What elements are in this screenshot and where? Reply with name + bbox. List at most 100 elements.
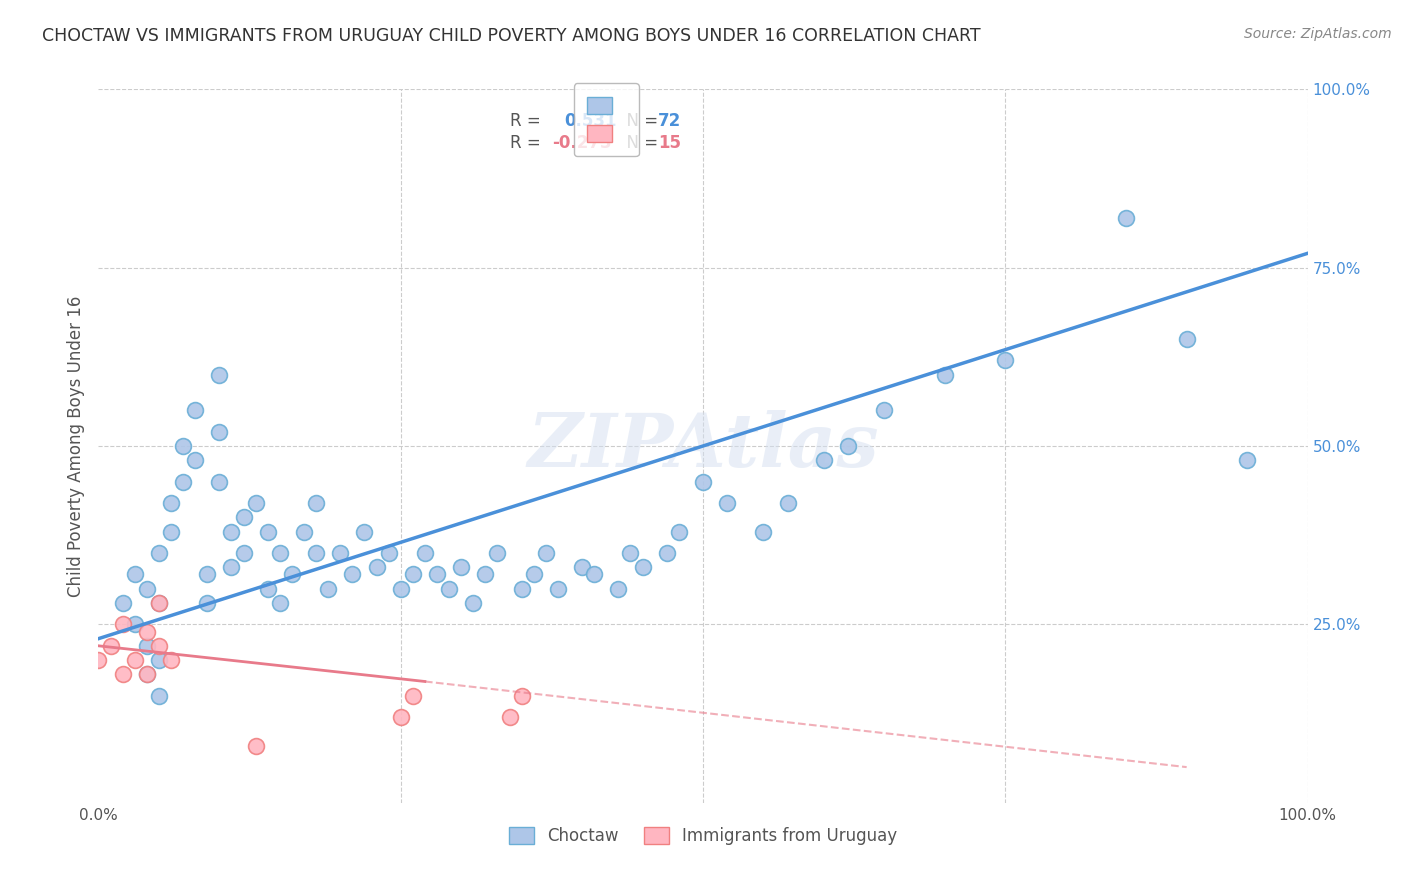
Point bbox=[366, 560, 388, 574]
Point bbox=[111, 617, 134, 632]
Point bbox=[534, 546, 557, 560]
Point bbox=[523, 567, 546, 582]
Point bbox=[135, 639, 157, 653]
Point bbox=[245, 496, 267, 510]
Point bbox=[463, 596, 485, 610]
Point bbox=[232, 510, 254, 524]
Text: 15: 15 bbox=[658, 134, 682, 152]
Point bbox=[269, 596, 291, 610]
Point bbox=[1236, 453, 1258, 467]
Point bbox=[148, 689, 170, 703]
Point bbox=[813, 453, 835, 467]
Point bbox=[389, 710, 412, 724]
Point bbox=[413, 546, 436, 560]
Point bbox=[547, 582, 569, 596]
Point bbox=[692, 475, 714, 489]
Point bbox=[111, 596, 134, 610]
Point bbox=[426, 567, 449, 582]
Point bbox=[776, 496, 799, 510]
Point bbox=[498, 710, 520, 724]
Point bbox=[232, 546, 254, 560]
Point bbox=[184, 453, 207, 467]
Point bbox=[135, 667, 157, 681]
Point bbox=[245, 739, 267, 753]
Point bbox=[450, 560, 472, 574]
Text: Source: ZipAtlas.com: Source: ZipAtlas.com bbox=[1244, 27, 1392, 41]
Point bbox=[752, 524, 775, 539]
Point bbox=[353, 524, 375, 539]
Point bbox=[160, 653, 183, 667]
Point bbox=[148, 653, 170, 667]
Y-axis label: Child Poverty Among Boys Under 16: Child Poverty Among Boys Under 16 bbox=[66, 295, 84, 597]
Point bbox=[208, 475, 231, 489]
Point bbox=[305, 496, 328, 510]
Point bbox=[873, 403, 896, 417]
Point bbox=[292, 524, 315, 539]
Point bbox=[619, 546, 641, 560]
Point bbox=[510, 689, 533, 703]
Point bbox=[148, 596, 170, 610]
Point bbox=[437, 582, 460, 596]
Point bbox=[510, 582, 533, 596]
Point bbox=[148, 639, 170, 653]
Point bbox=[184, 403, 207, 417]
Point bbox=[631, 560, 654, 574]
Point bbox=[716, 496, 738, 510]
Point bbox=[837, 439, 859, 453]
Point bbox=[256, 582, 278, 596]
Point bbox=[172, 475, 194, 489]
Point bbox=[305, 546, 328, 560]
Point bbox=[281, 567, 304, 582]
Point bbox=[994, 353, 1017, 368]
Text: 0.531: 0.531 bbox=[564, 112, 616, 130]
Point bbox=[160, 496, 183, 510]
Point bbox=[607, 582, 630, 596]
Point bbox=[148, 596, 170, 610]
Point bbox=[583, 567, 606, 582]
Point bbox=[934, 368, 956, 382]
Point bbox=[87, 653, 110, 667]
Point bbox=[316, 582, 339, 596]
Point bbox=[329, 546, 352, 560]
Point bbox=[402, 689, 425, 703]
Point bbox=[172, 439, 194, 453]
Text: R =: R = bbox=[509, 112, 551, 130]
Point bbox=[668, 524, 690, 539]
Point bbox=[221, 560, 243, 574]
Text: -0.273: -0.273 bbox=[551, 134, 612, 152]
Point bbox=[486, 546, 509, 560]
Text: N =: N = bbox=[616, 134, 664, 152]
Point bbox=[655, 546, 678, 560]
Point bbox=[208, 425, 231, 439]
Point bbox=[1115, 211, 1137, 225]
Point bbox=[111, 667, 134, 681]
Point bbox=[256, 524, 278, 539]
Text: CHOCTAW VS IMMIGRANTS FROM URUGUAY CHILD POVERTY AMONG BOYS UNDER 16 CORRELATION: CHOCTAW VS IMMIGRANTS FROM URUGUAY CHILD… bbox=[42, 27, 981, 45]
Point bbox=[1175, 332, 1198, 346]
Point bbox=[571, 560, 593, 574]
Legend: Choctaw, Immigrants from Uruguay: Choctaw, Immigrants from Uruguay bbox=[502, 820, 904, 852]
Point bbox=[124, 653, 146, 667]
Point bbox=[124, 617, 146, 632]
Point bbox=[221, 524, 243, 539]
Point bbox=[208, 368, 231, 382]
Text: ZIPAtlas: ZIPAtlas bbox=[527, 409, 879, 483]
Point bbox=[195, 567, 218, 582]
Point bbox=[160, 524, 183, 539]
Point bbox=[269, 546, 291, 560]
Point bbox=[135, 624, 157, 639]
Point bbox=[148, 546, 170, 560]
Point bbox=[100, 639, 122, 653]
Text: N =: N = bbox=[616, 112, 664, 130]
Point bbox=[342, 567, 364, 582]
Point bbox=[195, 596, 218, 610]
Point bbox=[402, 567, 425, 582]
Point bbox=[377, 546, 399, 560]
Text: R =: R = bbox=[509, 134, 546, 152]
Point bbox=[135, 582, 157, 596]
Point bbox=[389, 582, 412, 596]
Point bbox=[135, 667, 157, 681]
Text: 72: 72 bbox=[658, 112, 682, 130]
Point bbox=[124, 567, 146, 582]
Point bbox=[474, 567, 496, 582]
